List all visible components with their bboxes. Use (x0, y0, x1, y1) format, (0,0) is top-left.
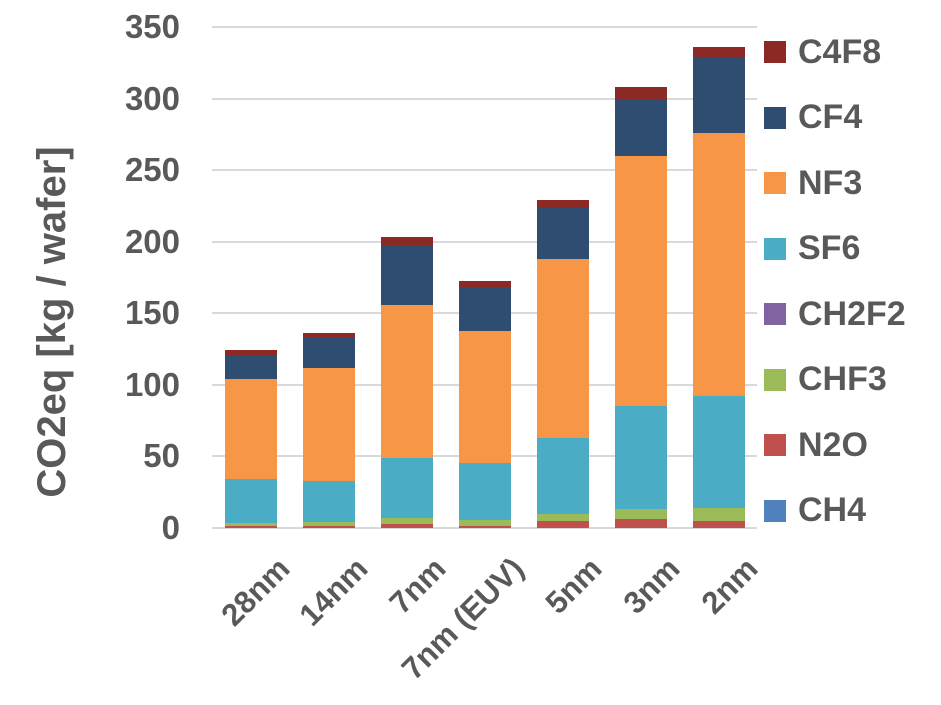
bar-2nm-segment-nf3 (693, 132, 745, 397)
bar-28nm-segment-n2o (225, 525, 277, 528)
bar-14nm-segment-cf4 (303, 336, 355, 369)
legend-item-c4f8: C4F8 (764, 31, 881, 73)
gridline-200 (212, 240, 757, 243)
legend-swatch-ch4 (764, 499, 786, 522)
legend-label-nf3: NF3 (798, 163, 863, 202)
y-tick-label-50: 50 (143, 437, 180, 475)
bar-5nm-segment-c4f8 (537, 200, 589, 208)
bar-28nm-segment-c4f8 (225, 349, 277, 355)
bar-3nm-segment-chf3 (615, 509, 667, 520)
legend-item-sf6: SF6 (764, 228, 860, 270)
legend-label-cf4: CF4 (798, 98, 863, 136)
bar-3nm-segment-c4f8 (615, 87, 667, 99)
legend-swatch-ch2f2 (764, 303, 786, 325)
legend-swatch-sf6 (764, 237, 786, 260)
bar-7nm-segment-nf3 (381, 304, 433, 458)
bar-7nm-segment-cf4 (381, 244, 433, 305)
bar-3nm-segment-nf3 (615, 155, 667, 407)
bar-14nm-segment-c4f8 (303, 332, 355, 337)
gridline-350 (212, 26, 757, 28)
bar-7nm-euv--segment-chf3 (459, 520, 511, 526)
bar-7nm-segment-sf6 (381, 457, 433, 518)
gridline-250 (212, 169, 757, 172)
bar-14nm-segment-sf6 (303, 481, 355, 523)
bar-28nm-segment-chf3 (225, 522, 277, 526)
legend-label-c4f8: C4F8 (798, 32, 882, 71)
bar-5nm-segment-chf3 (537, 513, 589, 521)
legend-swatch-c4f8 (764, 41, 786, 63)
legend-swatch-n2o (764, 434, 786, 456)
bar-7nm-euv--segment-sf6 (459, 462, 511, 521)
bar-7nm-euv--segment-c4f8 (459, 281, 511, 287)
y-tick-label-200: 200 (124, 222, 180, 260)
bar-14nm-segment-chf3 (303, 522, 355, 526)
y-tick-label-0: 0 (161, 509, 180, 546)
bar-3nm-segment-n2o (615, 519, 667, 528)
bar-7nm-segment-c4f8 (381, 237, 433, 245)
legend-label-n2o: N2O (798, 425, 868, 464)
bar-5nm-segment-n2o (537, 520, 589, 528)
bar-5nm-segment-cf4 (537, 207, 589, 259)
bar-2nm-segment-sf6 (693, 396, 745, 508)
bar-5nm-segment-nf3 (537, 258, 589, 438)
legend-swatch-chf3 (764, 368, 786, 391)
bar-2nm-segment-cf4 (693, 58, 745, 133)
y-tick-label-300: 300 (124, 79, 180, 117)
legend-swatch-nf3 (764, 172, 786, 194)
bar-7nm-segment-chf3 (381, 517, 433, 524)
bar-7nm-euv--segment-nf3 (459, 331, 511, 463)
legend-item-nf3: NF3 (764, 162, 862, 204)
bar-28nm-segment-cf4 (225, 354, 277, 380)
legend-label-ch4: CH4 (798, 491, 867, 529)
bar-2nm-segment-chf3 (693, 507, 745, 521)
legend-label-chf3: CHF3 (798, 360, 887, 398)
bar-14nm-segment-n2o (303, 525, 355, 528)
legend-item-n2o: N2O (764, 424, 868, 466)
bar-2nm-segment-n2o (693, 520, 745, 528)
legend-label-ch2f2: CH2F2 (798, 294, 906, 333)
bar-14nm-segment-nf3 (303, 368, 355, 482)
legend-swatch-cf4 (764, 106, 786, 129)
bar-7nm-segment-n2o (381, 523, 433, 528)
bar-7nm-euv--segment-cf4 (459, 286, 511, 332)
gridline-300 (212, 97, 757, 100)
bar-7nm-euv--segment-n2o (459, 525, 511, 528)
legend-item-chf3: CHF3 (764, 359, 887, 401)
bar-3nm-segment-sf6 (615, 406, 667, 510)
bar-3nm-segment-cf4 (615, 98, 667, 156)
legend-item-ch2f2: CH2F2 (764, 293, 906, 335)
bar-28nm-segment-sf6 (225, 479, 277, 523)
y-tick-label-350: 350 (124, 8, 180, 45)
bar-5nm-segment-sf6 (537, 437, 589, 514)
gridline-0 (212, 527, 757, 529)
y-tick-label-100: 100 (124, 365, 180, 403)
bar-28nm-segment-nf3 (225, 379, 277, 480)
legend-item-ch4: CH4 (764, 490, 866, 532)
y-tick-label-150: 150 (124, 294, 180, 332)
y-tick-label-250: 250 (124, 151, 180, 189)
bar-2nm-segment-c4f8 (693, 47, 745, 59)
legend-item-cf4: CF4 (764, 97, 862, 139)
legend-label-sf6: SF6 (798, 229, 861, 267)
